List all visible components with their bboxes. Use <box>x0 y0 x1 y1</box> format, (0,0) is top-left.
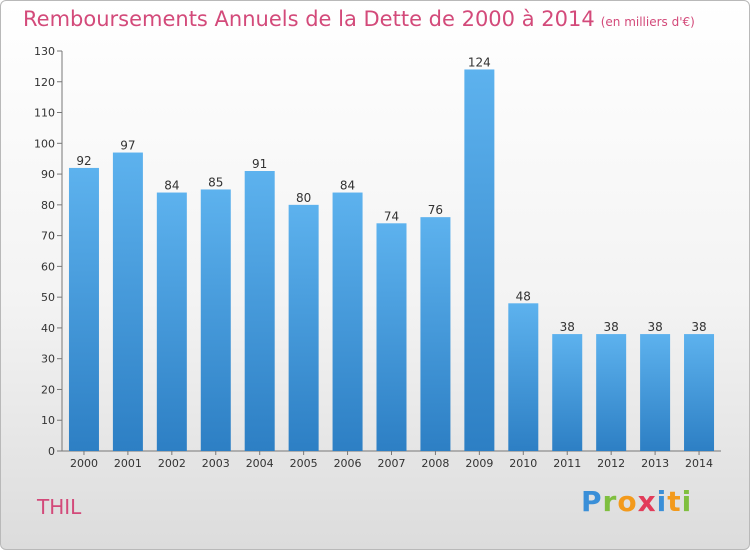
data-label: 85 <box>208 175 223 189</box>
data-label: 74 <box>384 209 399 223</box>
bar <box>640 334 671 451</box>
data-label: 84 <box>340 179 355 193</box>
bar <box>464 69 495 451</box>
bar <box>200 189 231 451</box>
data-label: 91 <box>252 157 267 171</box>
data-label: 97 <box>120 139 135 153</box>
x-tick-label: 2008 <box>421 457 449 470</box>
data-label: 124 <box>468 55 491 69</box>
y-tick-label: 30 <box>41 353 55 366</box>
y-tick-label: 130 <box>34 45 55 58</box>
chart-title: Remboursements Annuels de la Dette de 20… <box>23 7 695 31</box>
bar <box>376 223 407 451</box>
y-tick-label: 60 <box>41 260 55 273</box>
y-tick-label: 0 <box>48 445 55 458</box>
bar <box>332 192 363 452</box>
y-tick-label: 40 <box>41 322 55 335</box>
chart-subtitle: (en milliers d'€) <box>600 15 695 29</box>
y-tick-label: 70 <box>41 230 55 243</box>
x-tick-label: 2001 <box>114 457 142 470</box>
data-label: 38 <box>604 320 619 334</box>
x-tick-label: 2011 <box>553 457 581 470</box>
bar <box>552 334 583 451</box>
data-label: 48 <box>516 289 531 303</box>
x-tick-label: 2002 <box>158 457 186 470</box>
x-tick-label: 2006 <box>334 457 362 470</box>
x-tick-label: 2013 <box>641 457 669 470</box>
data-label: 80 <box>296 191 311 205</box>
y-tick-label: 120 <box>34 76 55 89</box>
bar <box>156 192 187 452</box>
y-tick-label: 10 <box>41 414 55 427</box>
y-tick-label: 110 <box>34 107 55 120</box>
bar <box>684 334 715 451</box>
bar <box>508 303 539 451</box>
x-tick-label: 2004 <box>246 457 274 470</box>
bar <box>288 204 319 451</box>
data-label: 38 <box>560 320 575 334</box>
data-label: 84 <box>164 179 179 193</box>
x-tick-label: 2007 <box>378 457 406 470</box>
data-label: 38 <box>691 320 706 334</box>
x-tick-label: 2010 <box>509 457 537 470</box>
data-label: 38 <box>647 320 662 334</box>
proxiti-logo: Proxiti <box>581 485 693 518</box>
y-tick-label: 20 <box>41 383 55 396</box>
bar <box>596 334 627 451</box>
x-tick-label: 2003 <box>202 457 230 470</box>
bar <box>112 152 143 452</box>
town-name: THIL <box>37 495 82 519</box>
chart-title-text: Remboursements Annuels de la Dette de 20… <box>23 7 595 31</box>
y-tick-label: 100 <box>34 137 55 150</box>
y-tick-label: 80 <box>41 199 55 212</box>
bar <box>420 217 451 451</box>
x-tick-label: 2009 <box>465 457 493 470</box>
axes: 0 10 20 30 40 50 60 70 80 90 100 110 120 130 2000 2001 2… <box>34 45 721 470</box>
bar <box>68 167 99 451</box>
bars <box>68 69 715 452</box>
data-label: 76 <box>428 203 443 217</box>
y-tick-label: 90 <box>41 168 55 181</box>
x-tick-label: 2012 <box>597 457 625 470</box>
value-labels: 92 97 84 85 91 80 84 74 76 124 48 38 38 38 38 <box>76 55 706 334</box>
bar <box>244 171 275 451</box>
x-tick-label: 2014 <box>685 457 713 470</box>
x-tick-label: 2005 <box>290 457 318 470</box>
data-label: 92 <box>76 154 91 168</box>
y-tick-label: 50 <box>41 291 55 304</box>
x-tick-label: 2000 <box>70 457 98 470</box>
